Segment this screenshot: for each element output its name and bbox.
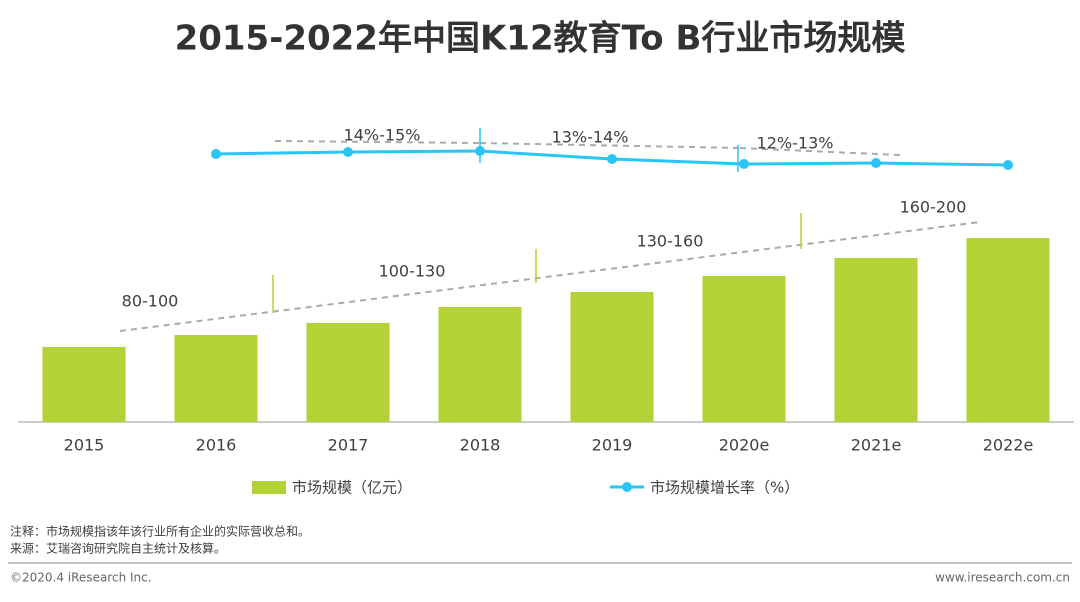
point <box>871 158 881 168</box>
x-tick-label: 2016 <box>196 436 237 455</box>
bar <box>42 347 126 422</box>
footer-right: www.iresearch.com.cn <box>935 571 1070 585</box>
annotation: 80-100 <box>122 292 179 311</box>
bar <box>438 307 522 422</box>
footer-left: ©2020.4 iResearch Inc. <box>10 571 152 585</box>
bar <box>834 258 918 422</box>
note: 来源：艾瑞咨询研究院自主统计及核算。 <box>10 541 226 556</box>
legend-swatch <box>622 482 632 492</box>
bar <box>966 238 1050 422</box>
x-tick-label: 2020e <box>719 436 770 455</box>
annotation: 13%-14% <box>552 128 629 147</box>
chart-title: 2015-2022年中国K12教育To B行业市场规模 <box>175 19 906 59</box>
x-tick-label: 2021e <box>851 436 902 455</box>
separators <box>272 128 802 313</box>
point <box>1003 160 1013 170</box>
point <box>211 149 221 159</box>
point <box>475 146 485 156</box>
legend-label: 市场规模（亿元） <box>292 479 412 497</box>
point <box>343 147 353 157</box>
x-tick-label: 2018 <box>460 436 501 455</box>
legend-swatch <box>252 481 286 494</box>
annotation: 160-200 <box>900 198 967 217</box>
annotation: 12%-13% <box>757 134 834 153</box>
bar <box>306 323 390 422</box>
x-tick-label: 2015 <box>64 436 105 455</box>
bar <box>174 335 258 422</box>
point <box>739 159 749 169</box>
annotation: 100-130 <box>379 262 446 281</box>
bar <box>702 276 786 422</box>
bar <box>570 292 654 422</box>
legend-label: 市场规模增长率（%） <box>650 479 799 497</box>
x-tick-label: 2019 <box>592 436 633 455</box>
x-tick-label: 2017 <box>328 436 369 455</box>
point <box>607 154 617 164</box>
x-tick-label: 2022e <box>983 436 1034 455</box>
note: 注释：市场规模指该年该行业所有企业的实际营收总和。 <box>10 524 310 539</box>
trend-lines <box>119 140 981 332</box>
annotation: 130-160 <box>637 232 704 251</box>
annotation: 14%-15% <box>344 126 421 145</box>
